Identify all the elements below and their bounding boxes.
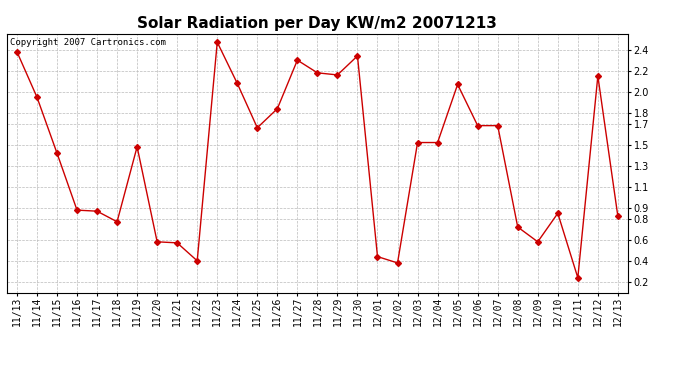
Title: Solar Radiation per Day KW/m2 20071213: Solar Radiation per Day KW/m2 20071213 — [137, 16, 497, 31]
Text: Copyright 2007 Cartronics.com: Copyright 2007 Cartronics.com — [10, 38, 166, 46]
